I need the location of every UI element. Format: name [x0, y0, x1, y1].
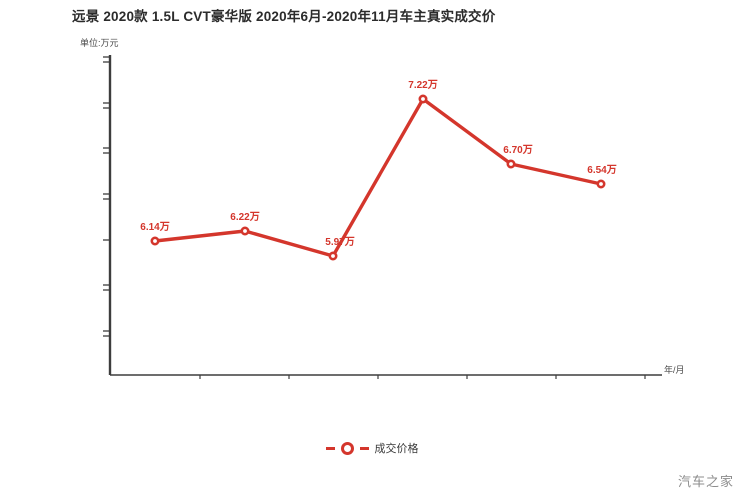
data-point-marker: [328, 251, 338, 261]
legend-item-label[interactable]: 成交价格: [374, 443, 419, 455]
data-point-label: 6.70万: [503, 145, 533, 156]
data-point-label: 5.97万: [325, 237, 355, 248]
x-axis-ticks: [199, 375, 646, 379]
x-axis-unit-label: 年/月: [664, 365, 685, 375]
chart-title: 远景 2020款 1.5L CVT豪华版 2020年6月-2020年11月车主真…: [72, 9, 496, 24]
series-line-成交价格: [153, 97, 603, 258]
circle-marker-icon: [340, 441, 354, 455]
data-point-label: 6.14万: [140, 222, 170, 233]
data-point-label: 7.22万: [408, 80, 438, 91]
y-axis-ticks: [103, 56, 110, 337]
series-markers: [150, 94, 606, 261]
y-axis-unit-label: 单位:万元: [80, 38, 119, 48]
chart-legend: 成交价格: [0, 440, 744, 456]
legend-line-left: [325, 446, 335, 450]
data-point-marker: [596, 179, 606, 189]
data-point-marker: [240, 226, 250, 236]
data-point-marker: [418, 94, 428, 104]
site-watermark: 汽车之家: [677, 474, 734, 489]
data-point-marker: [506, 159, 516, 169]
data-point-marker: [150, 236, 160, 246]
data-point-label: 6.54万: [587, 165, 617, 176]
data-point-label: 6.22万: [230, 212, 260, 223]
legend-line-right: [359, 446, 369, 450]
